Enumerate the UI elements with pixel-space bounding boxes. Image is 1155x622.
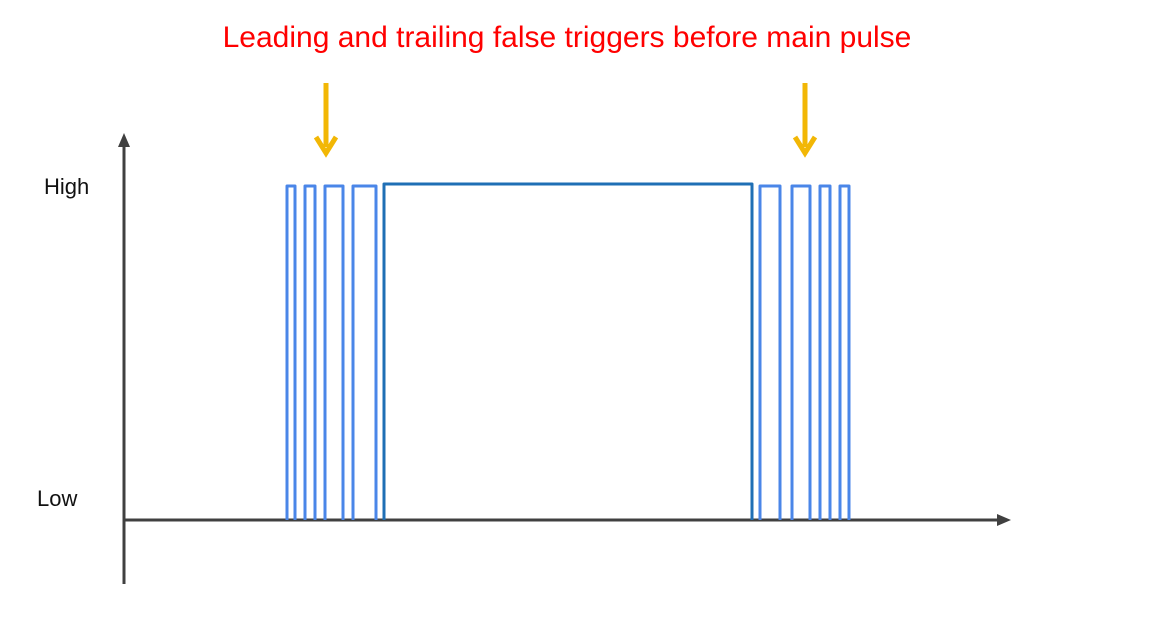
x-axis — [124, 514, 1011, 526]
false-trigger-pulse — [790, 184, 812, 520]
main-pulse — [382, 182, 754, 520]
false-trigger-pulse — [323, 184, 345, 520]
high-level-label: High — [44, 174, 89, 199]
diagram-title: Leading and trailing false triggers befo… — [223, 21, 912, 54]
trailing-marker-down-arrow-icon — [792, 83, 818, 158]
y-axis — [118, 133, 130, 584]
false-trigger-pulse — [818, 184, 832, 520]
false-trigger-pulse — [285, 184, 297, 520]
false-trigger-pulse — [758, 184, 782, 520]
leading-false-triggers — [285, 184, 378, 520]
trailing-false-triggers — [758, 184, 851, 520]
false-trigger-pulse — [351, 184, 378, 520]
low-level-label: Low — [37, 486, 77, 511]
leading-marker-down-arrow-icon — [313, 83, 339, 158]
false-trigger-pulse — [303, 184, 317, 520]
false-trigger-pulse — [838, 184, 851, 520]
